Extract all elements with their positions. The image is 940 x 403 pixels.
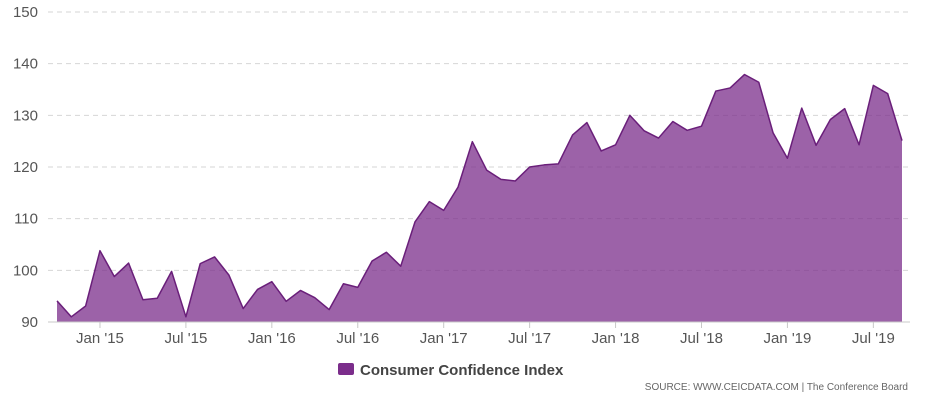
data-point[interactable] [842, 106, 848, 112]
x-tick-label: Jan '15 [76, 330, 124, 347]
y-tick-label: 110 [14, 211, 38, 228]
data-point[interactable] [126, 260, 132, 266]
x-tick-label: Jul '18 [680, 330, 723, 347]
x-tick-label: Jan '19 [763, 330, 811, 347]
data-point[interactable] [226, 272, 232, 278]
data-point[interactable] [340, 281, 346, 287]
data-point[interactable] [83, 303, 89, 309]
data-point[interactable] [240, 306, 246, 312]
x-tick-label: Jan '17 [420, 330, 468, 347]
data-point[interactable] [813, 142, 819, 148]
data-point[interactable] [613, 142, 619, 148]
series-area [54, 72, 905, 323]
source-label: SOURCE: WWW.CEICDATA.COM | The Conferenc… [645, 382, 908, 393]
x-axis: Jan '15 Jul '15 Jan '16 Jul '16 Jan '17 Jul '… [48, 321, 910, 347]
data-point[interactable] [555, 161, 561, 167]
data-point[interactable] [283, 298, 289, 304]
data-point[interactable] [827, 116, 833, 122]
y-tick-label: 130 [13, 107, 38, 124]
data-point[interactable] [727, 85, 733, 91]
data-point[interactable] [426, 199, 432, 205]
data-point[interactable] [870, 82, 876, 88]
data-point[interactable] [297, 287, 303, 293]
data-point[interactable] [169, 268, 175, 274]
data-point[interactable] [856, 142, 862, 148]
legend-swatch[interactable] [338, 363, 354, 375]
data-point[interactable] [455, 184, 461, 190]
data-point[interactable] [398, 263, 404, 269]
data-point[interactable] [741, 72, 747, 78]
y-tick-label: 90 [21, 314, 38, 331]
y-tick-label: 150 [13, 4, 38, 21]
legend-label[interactable]: Consumer Confidence Index [360, 362, 564, 379]
data-point[interactable] [670, 119, 676, 125]
legend[interactable]: Consumer Confidence Index [338, 362, 564, 379]
x-tick-label: Jan '16 [248, 330, 296, 347]
data-point[interactable] [54, 298, 60, 304]
data-point[interactable] [197, 261, 203, 267]
data-point[interactable] [383, 249, 389, 255]
data-point[interactable] [899, 138, 905, 144]
data-point[interactable] [441, 207, 447, 213]
x-tick-label: Jul '19 [852, 330, 895, 347]
data-point[interactable] [484, 167, 490, 173]
y-axis: 90 100 110 120 130 140 150 [13, 4, 38, 331]
data-point[interactable] [770, 130, 776, 136]
data-point[interactable] [269, 279, 275, 285]
data-point[interactable] [469, 139, 475, 145]
data-point[interactable] [627, 112, 633, 118]
data-point[interactable] [312, 295, 318, 301]
data-point[interactable] [799, 105, 805, 111]
data-point[interactable] [355, 284, 361, 290]
data-point[interactable] [369, 258, 375, 264]
data-point[interactable] [154, 295, 160, 301]
data-point[interactable] [656, 135, 662, 141]
data-point[interactable] [140, 297, 146, 303]
data-point[interactable] [756, 79, 762, 85]
data-point[interactable] [326, 307, 332, 313]
series-line [56, 73, 903, 318]
data-point[interactable] [183, 314, 189, 320]
x-tick-label: Jan '18 [592, 330, 640, 347]
data-point[interactable] [584, 120, 590, 126]
data-point[interactable] [255, 286, 261, 292]
data-point[interactable] [598, 148, 604, 154]
data-point[interactable] [498, 176, 504, 182]
x-tick-label: Jul '17 [508, 330, 551, 347]
data-point[interactable] [713, 88, 719, 94]
data-point[interactable] [641, 128, 647, 134]
y-tick-label: 140 [13, 56, 38, 73]
data-point[interactable] [68, 314, 74, 320]
data-point[interactable] [527, 164, 533, 170]
data-point[interactable] [698, 123, 704, 129]
x-tick-label: Jul '16 [336, 330, 379, 347]
y-tick-label: 100 [13, 262, 38, 279]
data-point[interactable] [684, 127, 690, 133]
data-point[interactable] [111, 274, 117, 280]
data-point[interactable] [97, 248, 103, 254]
series-area-fill[interactable] [57, 74, 902, 323]
data-point[interactable] [212, 254, 218, 260]
data-point[interactable] [570, 132, 576, 138]
data-point[interactable] [412, 219, 418, 225]
data-point[interactable] [885, 91, 891, 97]
x-tick-label: Jul '15 [164, 330, 207, 347]
y-tick-label: 120 [13, 159, 38, 176]
data-point[interactable] [784, 155, 790, 161]
data-point[interactable] [541, 162, 547, 168]
data-point[interactable] [512, 178, 518, 184]
